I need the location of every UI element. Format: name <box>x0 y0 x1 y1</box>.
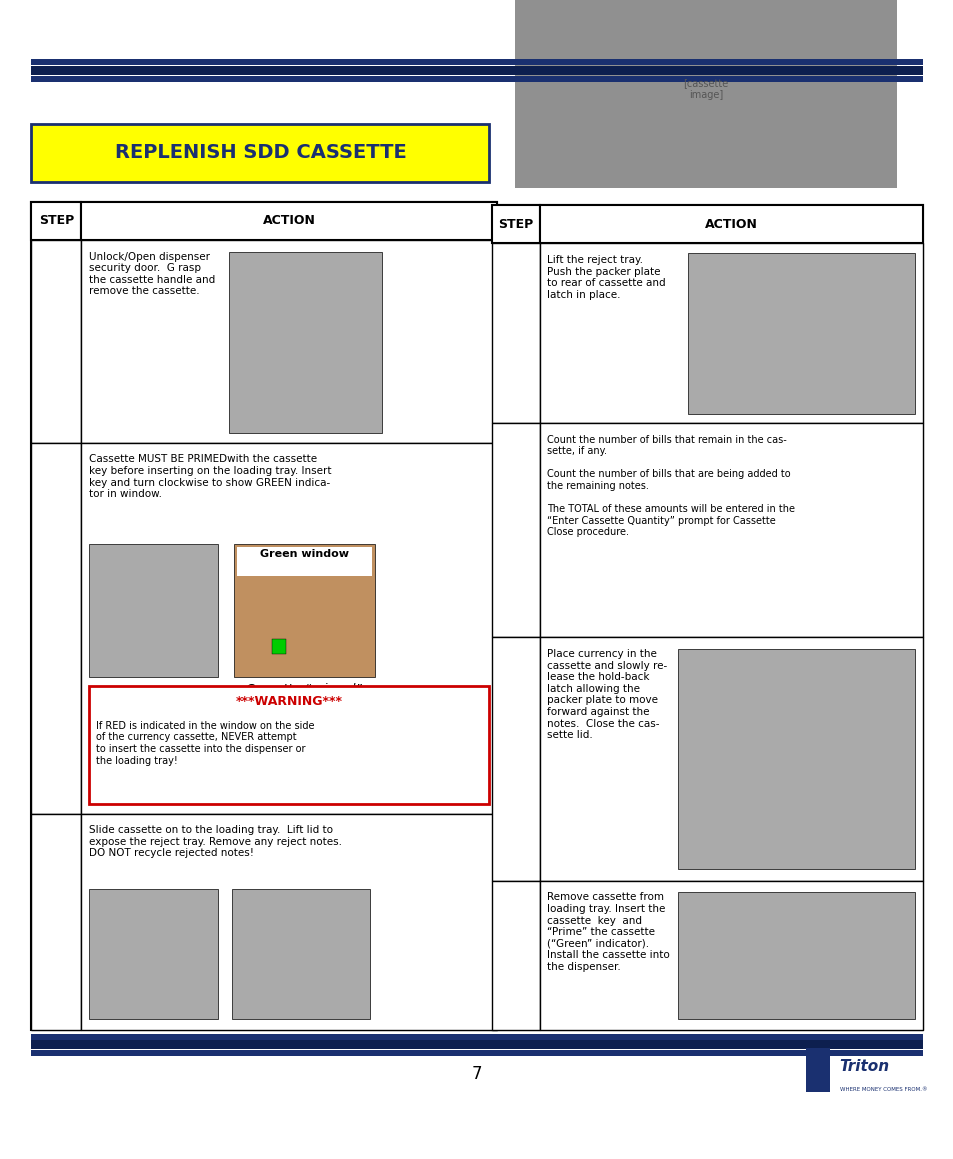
Bar <box>492 205 922 1030</box>
Text: [cassette
image]: [cassette image] <box>682 79 728 100</box>
Text: Count the number of bills that remain in the cas-
sette, if any.

Count the numb: Count the number of bills that remain in… <box>546 435 794 538</box>
Bar <box>89 686 489 804</box>
Bar <box>31 124 489 182</box>
Bar <box>687 253 914 414</box>
Text: Green window: Green window <box>259 549 349 560</box>
Text: If RED is indicated in the window on the side
of the currency cassette, NEVER at: If RED is indicated in the window on the… <box>96 721 314 766</box>
Bar <box>31 202 81 240</box>
Text: Cassette “primed”: Cassette “primed” <box>246 683 362 695</box>
Bar <box>678 649 914 869</box>
Bar <box>89 889 217 1019</box>
Bar <box>232 889 370 1019</box>
Bar <box>31 1040 922 1049</box>
Text: Place currency in the
cassette and slowly re-
lease the hold-back
latch allowing: Place currency in the cassette and slowl… <box>546 649 666 741</box>
Bar <box>233 544 375 677</box>
Text: WHERE MONEY COMES FROM.®: WHERE MONEY COMES FROM.® <box>839 1087 926 1092</box>
Text: Lift the reject tray.
Push the packer plate
to rear of cassette and
latch in pla: Lift the reject tray. Push the packer pl… <box>546 255 664 300</box>
Bar <box>31 59 922 65</box>
Text: ACTION: ACTION <box>262 214 315 227</box>
Bar <box>272 639 286 654</box>
Text: REPLENISH SDD CASSETTE: REPLENISH SDD CASSETTE <box>114 144 406 162</box>
Text: Slide cassette on to the loading tray.  Lift lid to
expose the reject tray. Remo: Slide cassette on to the loading tray. L… <box>89 825 341 859</box>
Bar <box>805 1048 829 1092</box>
Bar <box>539 205 922 243</box>
Text: STEP: STEP <box>39 214 73 227</box>
Bar <box>236 547 372 576</box>
Bar <box>31 240 81 443</box>
Bar <box>492 637 539 881</box>
Bar <box>539 637 922 881</box>
Bar <box>31 202 497 1030</box>
Bar <box>492 881 539 1030</box>
Bar <box>492 205 539 243</box>
Bar <box>31 76 922 82</box>
Bar <box>81 202 497 240</box>
Bar <box>539 423 922 637</box>
Text: ***WARNING***: ***WARNING*** <box>235 695 342 708</box>
Bar <box>81 443 497 814</box>
Bar <box>31 66 922 75</box>
Bar <box>229 252 381 433</box>
Bar <box>539 243 922 423</box>
Bar <box>81 814 497 1030</box>
Text: ACTION: ACTION <box>704 218 757 231</box>
Text: Unlock/Open dispenser
security door.  G rasp
the cassette handle and
remove the : Unlock/Open dispenser security door. G r… <box>89 252 214 297</box>
Bar <box>31 1050 922 1056</box>
Bar <box>89 544 217 677</box>
Bar <box>492 423 539 637</box>
Bar <box>81 240 497 443</box>
Bar <box>492 243 539 423</box>
Bar <box>31 1034 922 1040</box>
Text: Remove cassette from
loading tray. Insert the
cassette  key  and
“Prime” the cas: Remove cassette from loading tray. Inser… <box>546 892 669 972</box>
Bar <box>31 814 81 1030</box>
Text: Triton: Triton <box>839 1059 889 1073</box>
Bar <box>678 892 914 1019</box>
Bar <box>515 0 896 188</box>
Bar <box>539 881 922 1030</box>
Text: STEP: STEP <box>498 218 533 231</box>
Text: 7: 7 <box>471 1065 482 1084</box>
Text: Cassette MUST BE PRIMEDwith the cassette
key before inserting on the loading tra: Cassette MUST BE PRIMEDwith the cassette… <box>89 454 331 500</box>
Bar <box>31 443 81 814</box>
